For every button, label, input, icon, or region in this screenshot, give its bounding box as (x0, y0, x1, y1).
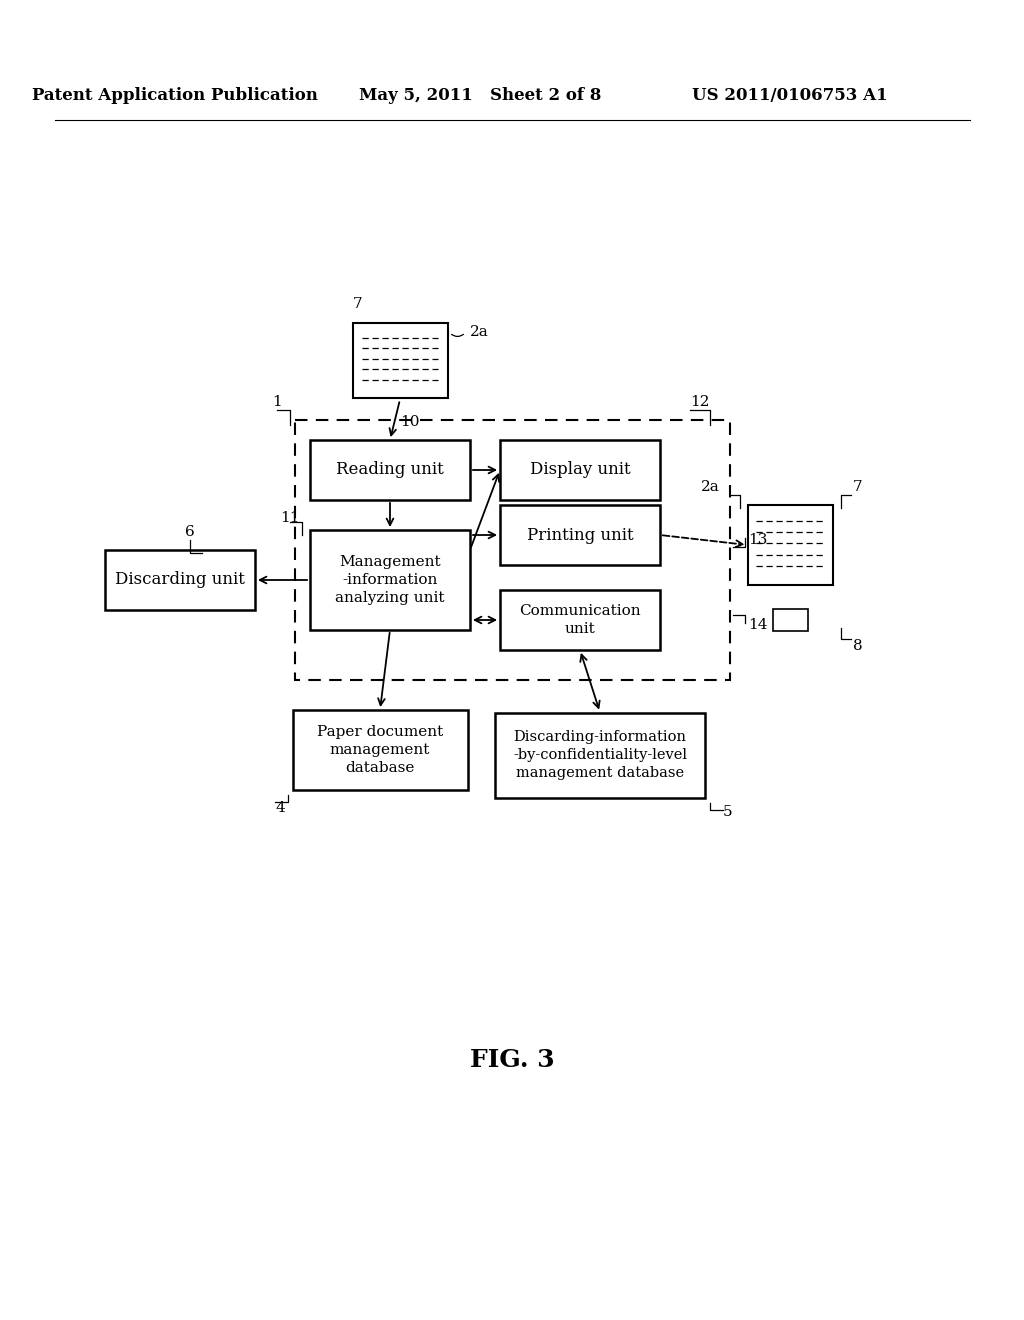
Bar (772, 609, 808, 631)
Bar (495, 713, 705, 797)
Text: 4: 4 (275, 801, 286, 814)
Bar (310, 531, 470, 630)
Text: 6: 6 (185, 525, 195, 539)
Bar (310, 440, 470, 500)
Text: 13: 13 (748, 533, 767, 546)
Text: Communication
unit: Communication unit (519, 603, 641, 636)
Bar (500, 440, 660, 500)
Bar (295, 420, 730, 680)
Text: May 5, 2011   Sheet 2 of 8: May 5, 2011 Sheet 2 of 8 (358, 87, 601, 103)
Text: Paper document
management
database: Paper document management database (316, 725, 443, 775)
Text: Discarding unit: Discarding unit (115, 572, 245, 589)
Text: 10: 10 (400, 414, 420, 429)
Text: Reading unit: Reading unit (336, 462, 443, 479)
Text: Discarding-information
-by-confidentiality-level
management database: Discarding-information -by-confidentiali… (513, 730, 687, 780)
Text: 8: 8 (853, 639, 862, 653)
Bar (748, 506, 833, 585)
Text: 12: 12 (690, 395, 710, 409)
Text: 2a: 2a (469, 326, 488, 339)
Text: 5: 5 (723, 805, 732, 820)
Text: Management
-information
analyzing unit: Management -information analyzing unit (335, 554, 444, 606)
Bar (500, 506, 660, 565)
Text: 1: 1 (272, 395, 282, 409)
Text: FIG. 3: FIG. 3 (470, 1048, 554, 1072)
Text: 7: 7 (352, 297, 362, 312)
Text: 7: 7 (853, 480, 862, 494)
Text: Display unit: Display unit (529, 462, 631, 479)
Bar (293, 710, 468, 789)
Text: 11: 11 (281, 511, 300, 525)
Bar (352, 322, 447, 397)
Bar (105, 550, 255, 610)
Text: Patent Application Publication: Patent Application Publication (32, 87, 317, 103)
Text: 2a: 2a (700, 480, 720, 494)
Text: Printing unit: Printing unit (526, 527, 633, 544)
Text: 14: 14 (748, 618, 768, 632)
Text: US 2011/0106753 A1: US 2011/0106753 A1 (692, 87, 888, 103)
Bar (500, 590, 660, 649)
